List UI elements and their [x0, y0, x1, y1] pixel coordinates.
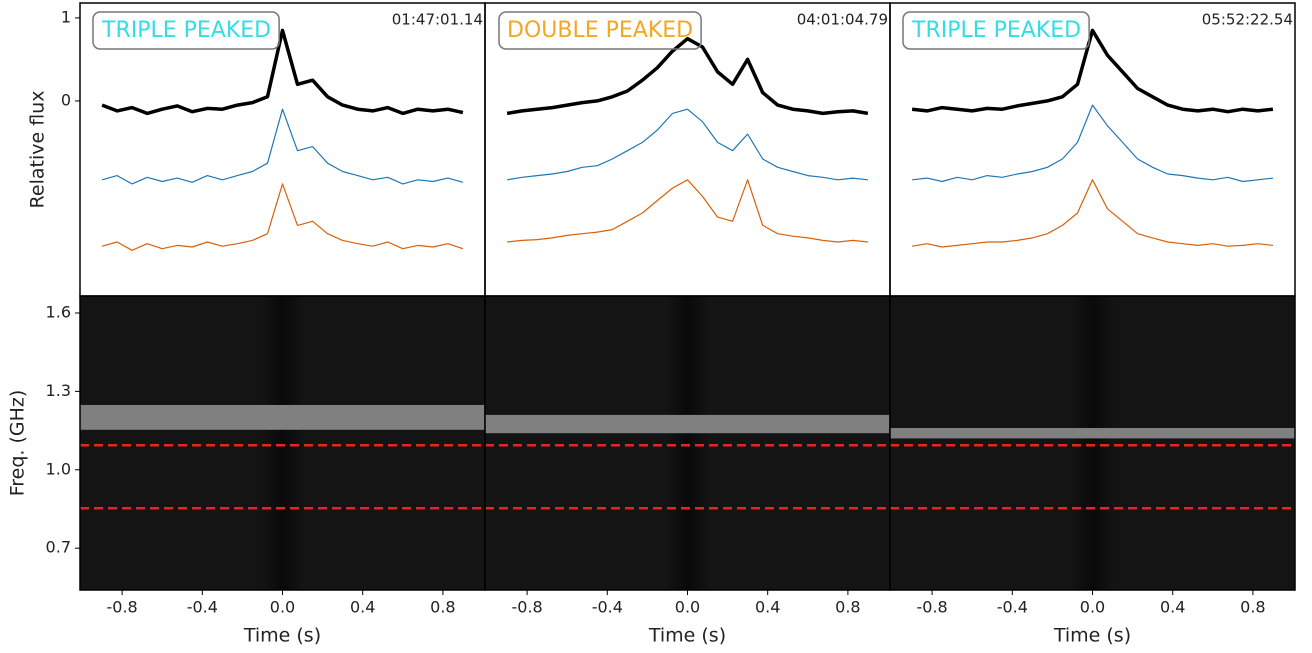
label-box	[92, 11, 280, 50]
panel-frame	[79, 2, 486, 297]
x-tick-label: 0.0	[675, 598, 700, 617]
x-tick-label: -0.8	[106, 598, 137, 617]
flux-curve	[912, 179, 1273, 248]
y-tick-label: 1.6	[46, 302, 71, 321]
flux-curve	[911, 28, 1274, 114]
burst-label: TRIPLE PEAKED	[911, 18, 1081, 43]
y-tick-label: 0.7	[46, 538, 71, 557]
x-tick-label: 0.8	[1240, 598, 1265, 617]
x-tick-label: 0.0	[270, 598, 295, 617]
x-tick-label: 0.4	[1160, 598, 1185, 617]
panel-frame	[889, 295, 1296, 591]
y-tick-label: 1.3	[46, 381, 71, 400]
masked-band	[80, 404, 485, 430]
x-tick-label: -0.4	[592, 598, 623, 617]
label-box	[902, 11, 1090, 50]
burst-label: DOUBLE PEAKED	[507, 18, 693, 43]
x-tick-label: -0.4	[187, 598, 218, 617]
masked-band	[485, 414, 890, 434]
y-tick-label: 1.0	[46, 459, 71, 478]
flux-curve	[101, 108, 464, 185]
x-tick-label: -0.8	[916, 598, 947, 617]
x-axis-label: Time (s)	[1053, 625, 1131, 647]
timestamp: 01:47:01.14	[392, 11, 483, 29]
x-tick-label: 0.4	[350, 598, 375, 617]
burst-label: TRIPLE PEAKED	[101, 18, 271, 43]
burst-column	[1070, 296, 1115, 590]
timestamp: 05:52:22.54	[1202, 11, 1293, 29]
x-axis-label: Time (s)	[243, 625, 321, 647]
panel-frame	[889, 2, 1296, 297]
x-axis-label: Time (s)	[648, 625, 726, 647]
timestamp: 04:01:04.79	[797, 11, 888, 29]
x-tick-label: 0.8	[430, 598, 455, 617]
label-box	[498, 11, 702, 50]
y-tick-label: 1	[61, 7, 71, 26]
x-tick-label: -0.4	[997, 598, 1028, 617]
flux-curve	[507, 108, 868, 181]
flux-curve	[912, 104, 1273, 183]
y-axis-label: Relative flux	[27, 91, 49, 209]
x-tick-label: -0.8	[511, 598, 542, 617]
flux-curve	[507, 179, 868, 243]
flux-curve	[101, 183, 464, 251]
flux-curve	[506, 36, 869, 116]
y-axis-label: Freq. (GHz)	[7, 390, 29, 497]
burst-column	[665, 296, 710, 590]
panel-frame	[484, 2, 891, 297]
y-tick-label: 0	[61, 90, 71, 109]
x-tick-label: 0.8	[835, 598, 860, 617]
burst-column	[260, 296, 305, 590]
x-tick-label: 0.4	[755, 598, 780, 617]
x-tick-label: 0.0	[1080, 598, 1105, 617]
flux-curve	[101, 28, 464, 116]
masked-band	[890, 427, 1295, 439]
